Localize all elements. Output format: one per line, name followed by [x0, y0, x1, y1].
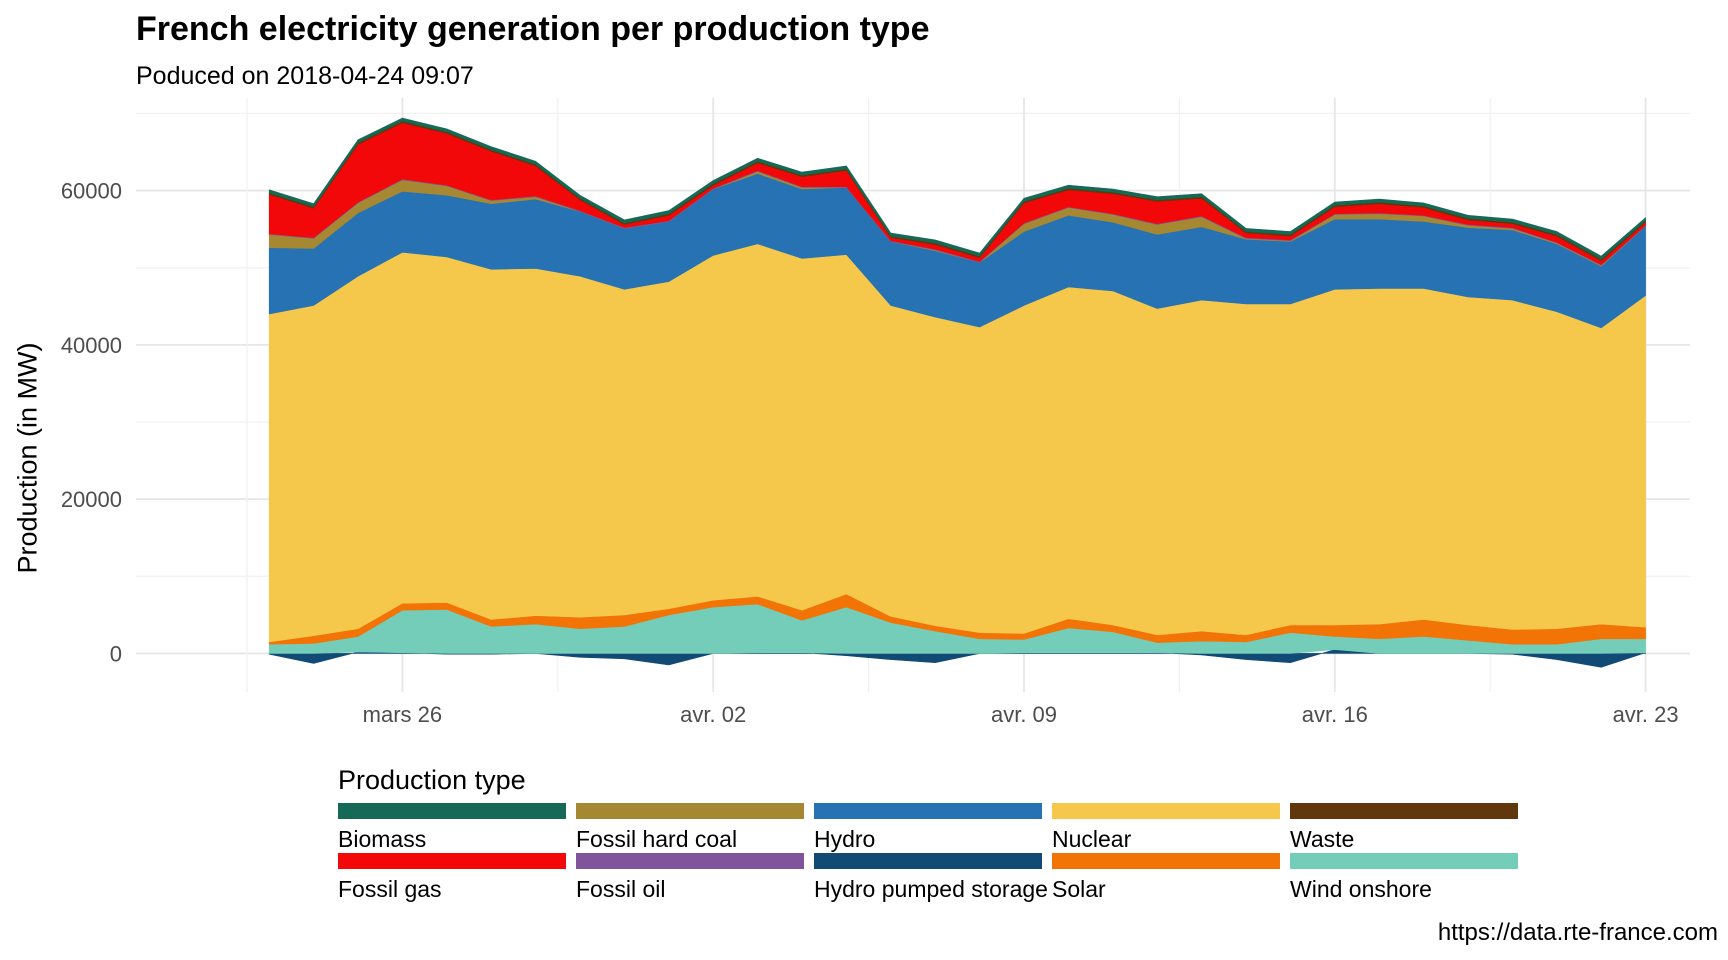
y-tick-label: 40000: [61, 333, 122, 358]
chart-subtitle: Poduced on 2018-04-24 09:07: [136, 62, 474, 90]
x-tick-label: avr. 09: [991, 702, 1057, 727]
x-tick-label: avr. 23: [1613, 702, 1679, 727]
legend-key: [814, 803, 1042, 819]
axis-ticks: 0 20000 40000 60000 mars 26 avr. 02 avr. 09 avr…: [61, 179, 1679, 727]
area-biomass: [268, 117, 1646, 260]
y-tick-label: 60000: [61, 179, 122, 204]
legend-label: Fossil oil: [576, 876, 666, 902]
legend-label: Hydro pumped storage: [814, 876, 1048, 902]
source-caption: https://data.rte-france.com: [1437, 919, 1718, 946]
legend-label: Hydro: [814, 826, 876, 852]
legend-item: Hydro: [814, 803, 1042, 853]
legend-key: [1290, 803, 1518, 819]
legend-label: Waste: [1290, 826, 1355, 852]
legend-key: [338, 853, 566, 869]
legend-key: [1290, 853, 1518, 869]
legend-item: Biomass: [338, 803, 566, 853]
legend-item: Nuclear: [1052, 803, 1280, 853]
legend-label: Nuclear: [1052, 826, 1132, 852]
legend-item: Fossil gas: [338, 853, 566, 903]
chart-title: French electricity generation per produc…: [136, 10, 930, 48]
y-tick-label: 0: [110, 641, 122, 666]
legend-item: Waste: [1290, 803, 1518, 853]
legend-title: Production type: [338, 765, 526, 795]
legend-label: Wind onshore: [1290, 876, 1432, 902]
x-tick-label: avr. 16: [1302, 702, 1368, 727]
x-tick-label: avr. 02: [680, 702, 746, 727]
legend-item: Fossil oil: [576, 853, 804, 903]
legend-key: [338, 803, 566, 819]
legend-label: Solar: [1052, 876, 1106, 902]
legend-key: [1052, 803, 1280, 819]
legend-label: Fossil hard coal: [576, 826, 738, 852]
legend-key: [576, 853, 804, 869]
legend-label: Fossil gas: [338, 876, 442, 902]
legend-item: Hydro pumped storage: [814, 853, 1048, 903]
chart-plot: 0 20000 40000 60000 mars 26 avr. 02 avr. 09 avr…: [61, 98, 1690, 727]
y-tick-label: 20000: [61, 487, 122, 512]
legend-key: [576, 803, 804, 819]
x-tick-label: mars 26: [363, 702, 442, 727]
legend-item: Fossil hard coal: [576, 803, 804, 853]
legend-key: [814, 853, 1042, 869]
legend-item: Solar: [1052, 853, 1280, 903]
area-series: [268, 117, 1646, 668]
legend-item: Wind onshore: [1290, 853, 1518, 903]
legend-key: [1052, 853, 1280, 869]
legend-label: Biomass: [338, 826, 427, 852]
